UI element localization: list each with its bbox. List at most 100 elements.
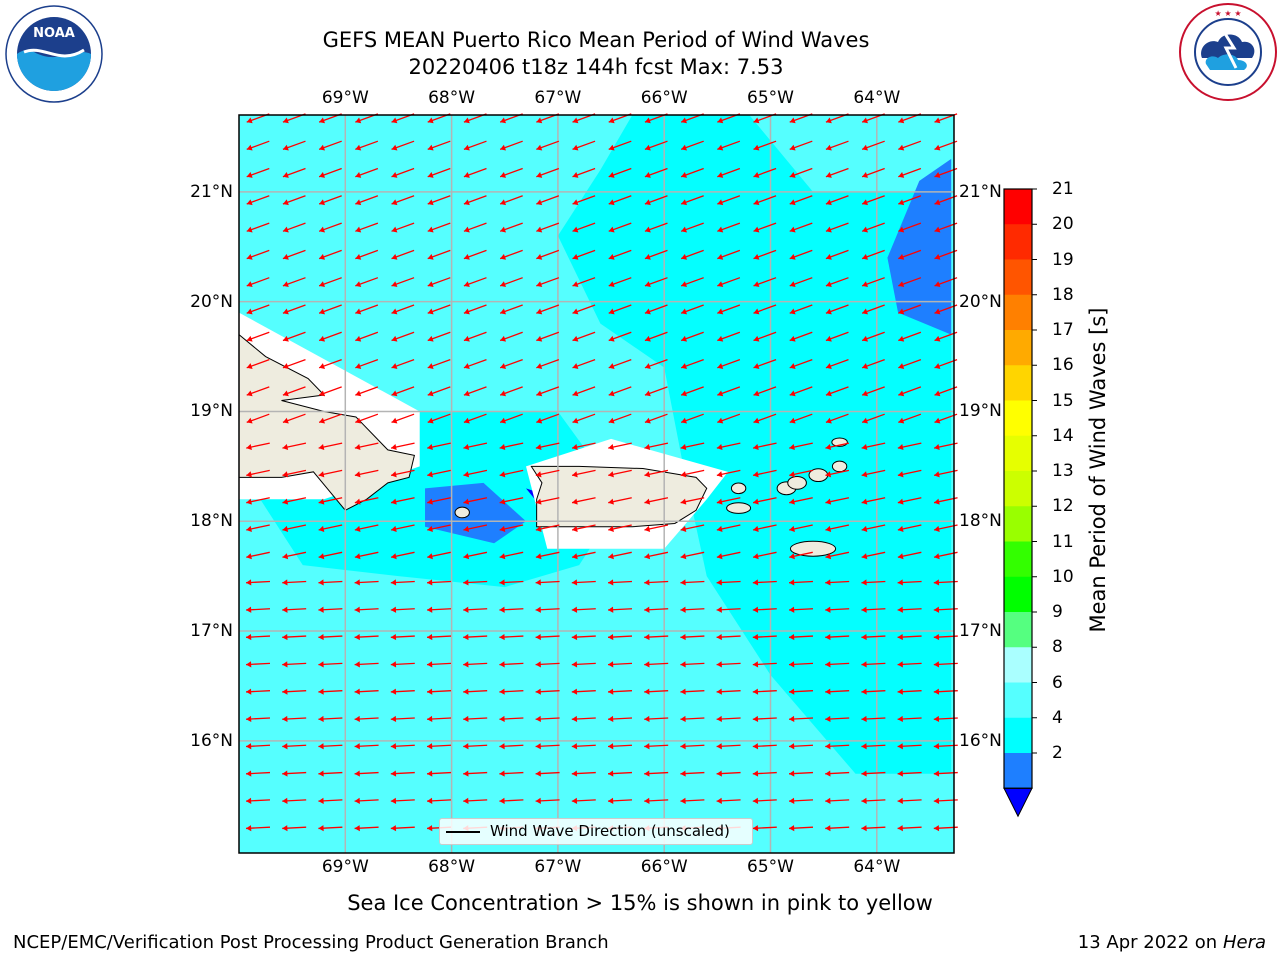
wave-arrow-head — [499, 661, 505, 668]
wave-arrow-head — [282, 471, 289, 478]
wave-arrow-head — [752, 770, 759, 777]
culebra-island — [730, 482, 747, 495]
wave-arrow-head — [789, 335, 796, 342]
colorbar-label: 4 — [1052, 707, 1063, 728]
wave-arrow-head — [499, 525, 506, 532]
wave-arrow-head — [390, 688, 397, 695]
wave-arrow-head — [391, 226, 398, 233]
lon-tick-top: 67°W — [534, 88, 582, 108]
wave-arrow-head — [608, 335, 615, 342]
wave-arrow-head — [391, 117, 398, 124]
wave-arrow-head — [861, 633, 867, 641]
colorbar-segment — [1004, 330, 1032, 366]
wave-arrow-head — [354, 797, 360, 804]
wave-arrow-head — [680, 770, 686, 777]
wave-arrow-head — [354, 688, 360, 695]
wave-arrow-head — [427, 661, 433, 668]
wave-arrow-head — [246, 253, 253, 260]
wave-arrow-head — [608, 281, 615, 288]
wave-arrow-head — [536, 308, 543, 315]
wave-arrow-head — [500, 199, 507, 206]
wave-arrow-head — [934, 417, 941, 424]
wave-arrow-head — [825, 335, 832, 342]
wave-arrow-head — [427, 770, 433, 777]
wave-arrow-head — [572, 281, 579, 288]
colorbar-title: Mean Period of Wind Waves [s] — [1086, 307, 1110, 633]
wave-arrow-head — [246, 335, 253, 342]
wave-arrow-head — [499, 797, 505, 804]
wave-arrow-head — [934, 199, 941, 206]
wave-arrow-head — [282, 633, 288, 641]
wave-arrow-head — [499, 770, 505, 777]
wave-arrow-head — [934, 553, 940, 560]
wave-arrow-head — [825, 471, 832, 478]
colorbar-segment — [1004, 576, 1032, 613]
wave-arrow-head — [390, 715, 397, 723]
wave-arrow-head — [246, 825, 252, 832]
wave-arrow-head — [319, 172, 326, 178]
footer-host: Hera — [1222, 932, 1266, 953]
wave-arrow-head — [572, 525, 578, 532]
wave-arrow-head — [282, 525, 289, 532]
wave-arrow-head — [825, 308, 832, 315]
wave-arrow-head — [572, 363, 579, 369]
wave-arrow-head — [861, 688, 867, 695]
wave-arrow-head — [825, 715, 831, 723]
wave-arrow-head — [571, 606, 578, 613]
colorbar-segment — [1004, 717, 1032, 754]
wave-arrow-head — [608, 144, 615, 151]
wave-arrow-head — [862, 390, 869, 397]
wave-arrow-head — [463, 390, 470, 397]
colorbar-label: 13 — [1052, 461, 1074, 481]
wave-arrow-head — [246, 417, 253, 424]
wave-arrow-head — [246, 688, 252, 695]
wave-arrow-head — [644, 715, 650, 723]
wave-arrow-head — [390, 661, 397, 668]
wave-arrow-head — [608, 363, 615, 369]
wave-arrow-head — [246, 525, 252, 532]
wave-arrow-head — [572, 199, 579, 206]
wave-arrow-head — [789, 390, 796, 397]
wave-arrow-head — [644, 117, 651, 124]
wave-arrow-head — [897, 498, 904, 505]
wave-arrow-head — [282, 661, 288, 668]
wave-arrow-head — [861, 743, 867, 750]
wave-arrow-head — [282, 825, 288, 832]
wave-arrow-head — [427, 144, 434, 151]
wave-arrow-head — [789, 661, 795, 668]
wave-arrow-head — [427, 579, 433, 586]
wave-arrow-head — [680, 553, 687, 560]
wave-arrow-head — [246, 661, 252, 668]
wave-arrow-head — [934, 281, 941, 288]
wave-arrow-head — [681, 199, 688, 206]
wave-arrow-head — [644, 144, 651, 151]
wave-arrow-head — [319, 117, 326, 124]
wave-arrow-head — [716, 797, 722, 804]
colorbar-extend-arrow — [1003, 787, 1033, 818]
wave-arrow-head — [825, 579, 831, 586]
lat-tick-right: 20°N — [959, 291, 1002, 312]
wave-arrow-head — [898, 390, 905, 397]
colorbar-label: 17 — [1052, 320, 1074, 340]
wave-arrow-head — [608, 199, 615, 206]
colorbar-segment — [1004, 259, 1032, 296]
lon-tick-top: 64°W — [853, 88, 901, 108]
wave-arrow-head — [681, 363, 688, 369]
colorbar-frame — [1003, 188, 1033, 789]
wave-arrow-head — [318, 661, 324, 668]
wave-arrow-head — [391, 390, 398, 397]
wave-arrow-head — [897, 525, 904, 532]
wave-arrow-head — [246, 743, 252, 750]
wave-arrow-head — [753, 390, 760, 397]
wave-arrow-head — [536, 390, 543, 397]
wave-arrow-head — [246, 498, 252, 505]
map-legend: Wind Wave Direction (unscaled) — [439, 818, 753, 845]
wave-arrow-head — [536, 417, 543, 424]
wave-arrow-head — [318, 498, 325, 505]
wave-arrow-head — [898, 172, 905, 178]
wave-arrow-head — [861, 770, 867, 777]
lat-tick-left: 17°N — [190, 621, 233, 642]
wave-arrow-head — [862, 172, 869, 178]
wave-arrow-head — [680, 498, 687, 505]
footer-date: 13 Apr 2022 on Hera — [1078, 932, 1266, 953]
